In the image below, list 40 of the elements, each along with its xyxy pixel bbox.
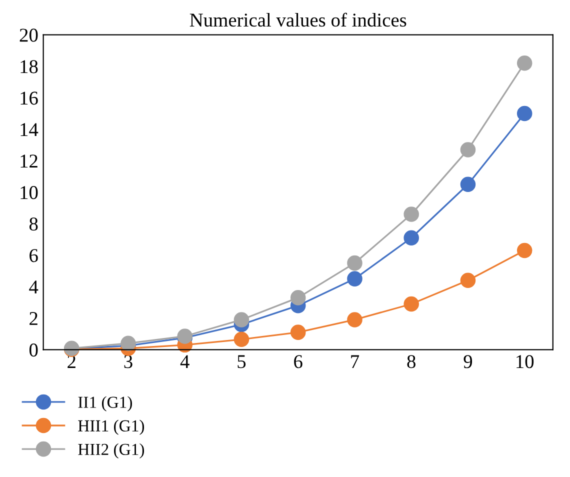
y-tick-label: 16 bbox=[20, 92, 38, 105]
y-tick-label: 6 bbox=[30, 249, 38, 262]
point bbox=[234, 312, 250, 328]
point bbox=[234, 332, 250, 348]
y-tick-label: 8 bbox=[29, 218, 38, 231]
x-tick-label: 8 bbox=[407, 355, 416, 368]
x-tick-label: 3 bbox=[124, 355, 132, 368]
point bbox=[347, 271, 362, 286]
x-tick-label: 4 bbox=[180, 355, 190, 368]
point bbox=[516, 56, 532, 71]
legend-label: II1 (G1) bbox=[78, 396, 132, 412]
point bbox=[290, 324, 306, 340]
y-tick-label: 18 bbox=[20, 60, 38, 74]
point bbox=[347, 312, 362, 328]
x-tick-label: 7 bbox=[351, 355, 360, 368]
point bbox=[404, 230, 419, 246]
chart-title: Numerical values of indices bbox=[190, 12, 406, 27]
y-tick-label: 2 bbox=[30, 312, 38, 325]
y-tick-label: 0 bbox=[29, 343, 38, 357]
y-tick-label: 20 bbox=[20, 28, 38, 42]
x-tick-label: 5 bbox=[238, 355, 246, 368]
point bbox=[460, 272, 476, 288]
point bbox=[120, 336, 136, 351]
x-tick-label: 10 bbox=[516, 355, 534, 368]
point bbox=[460, 142, 476, 158]
legend-label: HII1 (G1) bbox=[78, 420, 144, 435]
point bbox=[460, 176, 476, 192]
legend-label: HII2 (G1) bbox=[78, 443, 144, 458]
point bbox=[404, 296, 419, 312]
x-tick-label: 6 bbox=[294, 355, 302, 368]
x-tick-label: 9 bbox=[464, 355, 472, 368]
y-tick-label: 4 bbox=[29, 280, 38, 294]
point bbox=[290, 290, 306, 306]
y-tick-label: 12 bbox=[20, 154, 38, 168]
point bbox=[347, 255, 362, 271]
point bbox=[516, 242, 532, 258]
point bbox=[516, 106, 532, 122]
point bbox=[404, 206, 419, 222]
y-tick-label: 10 bbox=[20, 186, 38, 200]
y-tick-label: 14 bbox=[20, 123, 38, 136]
